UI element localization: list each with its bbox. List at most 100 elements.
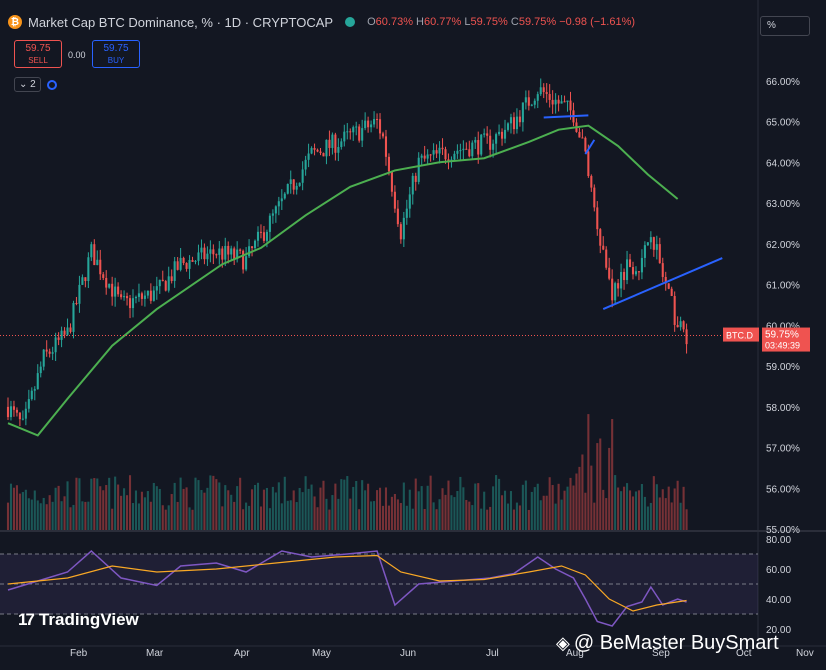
volume-bar xyxy=(429,475,432,530)
volume-bar xyxy=(501,495,504,530)
volume-bar xyxy=(444,494,447,530)
candle-body xyxy=(286,184,289,194)
candle-body xyxy=(152,290,155,301)
volume-bar xyxy=(396,499,399,530)
volume-bar xyxy=(554,503,557,530)
candle-body xyxy=(164,281,167,291)
visibility-eye-icon[interactable] xyxy=(46,79,57,90)
volume-bar xyxy=(319,487,322,530)
volume-bar xyxy=(399,503,402,530)
scale-mode-box[interactable]: % xyxy=(760,16,810,36)
volume-bar xyxy=(346,476,349,530)
volume-bar xyxy=(623,486,626,530)
candle-body xyxy=(649,237,652,243)
volume-bar xyxy=(310,484,313,530)
volume-bar xyxy=(307,488,310,530)
buy-button[interactable]: 59.75 BUY xyxy=(92,40,140,68)
volume-bar xyxy=(524,480,527,530)
candle-body xyxy=(96,259,99,266)
candle-body xyxy=(185,263,188,269)
volume-bar xyxy=(33,490,36,530)
candle-body xyxy=(30,390,33,400)
volume-bar xyxy=(358,509,361,530)
volume-bar xyxy=(271,486,274,530)
volume-bar xyxy=(304,476,307,530)
candle-body xyxy=(197,252,200,261)
volume-bar xyxy=(289,500,292,530)
candle-body xyxy=(137,293,140,297)
candle-body xyxy=(343,131,346,142)
candle-body xyxy=(292,179,295,190)
volume-bar xyxy=(134,490,138,530)
candle-body xyxy=(373,119,376,125)
candle-body xyxy=(593,187,596,208)
volume-bar xyxy=(393,493,396,530)
candle-body xyxy=(39,366,42,374)
volume-bar xyxy=(414,478,417,530)
volume-bar xyxy=(474,483,477,530)
candle-body xyxy=(521,102,524,123)
candle-body xyxy=(626,259,629,281)
volume-bar xyxy=(471,505,474,530)
volume-bar xyxy=(667,486,670,530)
volume-bar xyxy=(146,491,149,530)
volume-bar xyxy=(185,487,188,530)
candle-body xyxy=(334,134,337,153)
candle-body xyxy=(444,149,447,160)
candle-body xyxy=(614,283,617,301)
candle-body xyxy=(456,150,459,154)
candle-body xyxy=(489,135,492,150)
candle-body xyxy=(474,140,477,143)
volume-bar xyxy=(658,497,661,530)
candle-body xyxy=(319,151,322,154)
candle-body xyxy=(477,140,480,155)
candle-body xyxy=(325,139,328,157)
candle-body xyxy=(620,271,623,289)
candle-body xyxy=(6,406,10,418)
volume-bar xyxy=(602,489,605,530)
candle-body xyxy=(102,274,105,278)
volume-bar xyxy=(652,476,655,530)
volume-bar xyxy=(343,479,346,530)
volume-bar xyxy=(203,492,206,530)
volume-bar xyxy=(152,482,155,530)
volume-bar xyxy=(72,504,75,530)
candle-body xyxy=(512,117,515,130)
candle-body xyxy=(387,156,390,172)
candle-body xyxy=(560,101,563,104)
volume-bar xyxy=(423,509,426,530)
symbol-title[interactable]: Market Cap BTC Dominance, % · 1D · CRYPT… xyxy=(28,14,334,30)
candle-body xyxy=(131,298,135,309)
indicators-toggle[interactable]: ⌄ 2 xyxy=(14,77,41,92)
volume-bar xyxy=(569,477,572,530)
candle-body xyxy=(646,242,649,246)
volume-bar xyxy=(123,488,126,530)
rsi-ma-line xyxy=(7,554,687,612)
volume-bar xyxy=(242,509,245,530)
rsi-tick-label: 40.00 xyxy=(766,595,791,606)
candle-body xyxy=(441,147,444,150)
volume-bar xyxy=(298,487,301,530)
volume-bar xyxy=(420,486,423,530)
candle-body xyxy=(149,290,152,301)
candle-body xyxy=(468,149,471,157)
volume-bar xyxy=(325,498,328,530)
candle-body xyxy=(203,247,206,260)
candle-body xyxy=(667,283,670,289)
rsi-tick-label: 20.00 xyxy=(766,625,791,636)
volume-bar xyxy=(131,503,135,530)
volume-bar xyxy=(120,495,123,530)
candle-body xyxy=(200,247,203,253)
volume-bar xyxy=(137,503,140,530)
candle-body xyxy=(262,232,265,241)
candle-body xyxy=(390,171,393,192)
candle-body xyxy=(346,131,349,133)
price-tag xyxy=(762,327,810,352)
volume-bar xyxy=(390,496,393,530)
candle-body xyxy=(676,324,679,328)
candle-body xyxy=(498,131,501,135)
sell-button[interactable]: 59.75 SELL xyxy=(14,40,62,68)
candle-body xyxy=(271,213,274,216)
volume-bar xyxy=(292,490,295,530)
